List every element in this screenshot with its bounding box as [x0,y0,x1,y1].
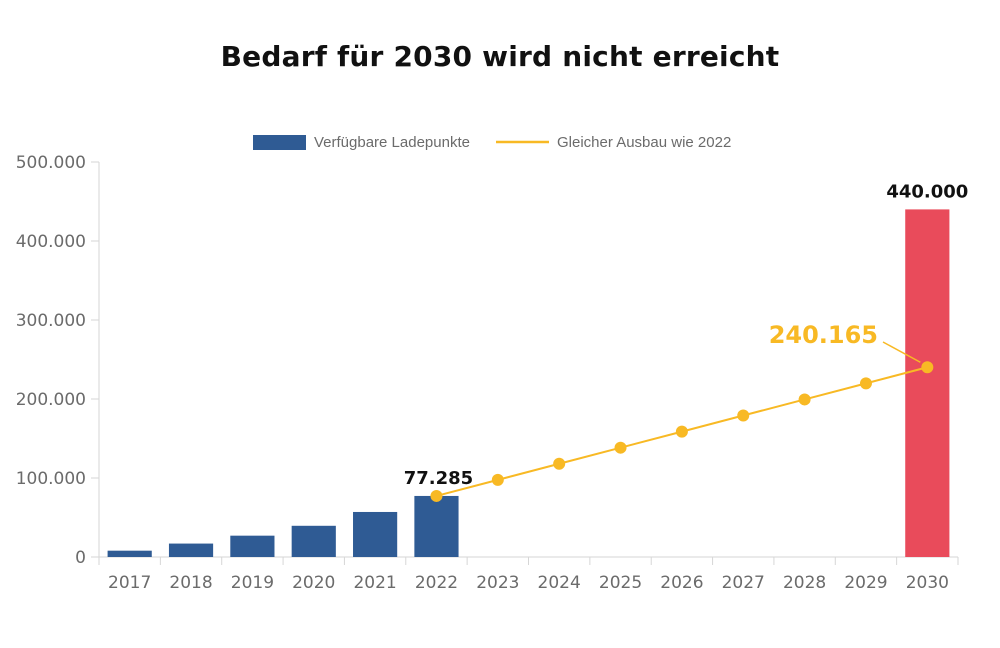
line-point [491,473,504,486]
x-tick-label: 2022 [415,573,458,593]
bar [168,543,214,557]
y-tick-label: 200.000 [16,390,86,410]
chart-title: Bedarf für 2030 wird nicht erreicht [220,40,780,73]
bar [291,525,336,557]
legend-swatch-bar [253,135,306,150]
line-point [675,425,688,438]
y-tick-label: 100.000 [16,469,86,489]
x-tick-label: 2030 [906,573,949,593]
x-tick-label: 2023 [476,573,519,593]
line-point [614,441,627,454]
x-tick-label: 2021 [353,573,396,593]
y-tick-label: 0 [75,548,86,568]
x-tick-label: 2026 [660,573,703,593]
data-label-2030-target: 440.000 [886,181,968,202]
legend: Verfügbare Ladepunkte Gleicher Ausbau wie… [253,134,731,151]
y-tick-label: 300.000 [16,311,86,331]
data-labels: 77.285 240.165 440.000 [404,181,969,489]
x-tick-label: 2017 [108,573,151,593]
x-tick-label: 2018 [169,573,212,593]
projection-2030-label: 240.165 [769,321,878,349]
line-point [737,409,750,422]
bar [414,495,459,557]
bar [905,209,950,557]
projection-leader-line [882,341,921,363]
legend-label-line: Gleicher Ausbau wie 2022 [557,134,731,151]
legend-label-bar: Verfügbare Ladepunkte [314,134,470,151]
x-tick-label: 2024 [538,573,581,593]
y-tick-label: 500.000 [16,153,86,173]
line-point [430,489,443,502]
x-tick-label: 2025 [599,573,642,593]
bar [107,550,152,557]
line-point [859,377,872,390]
line-series [430,361,934,502]
bar [230,535,275,557]
x-tick-label: 2029 [844,573,887,593]
data-label-2022: 77.285 [404,468,473,489]
x-tick-label: 2019 [231,573,274,593]
bar-series [107,209,950,557]
x-tick-label: 2028 [783,573,826,593]
bar [353,511,398,557]
line-point [798,393,811,406]
line-point [921,361,934,374]
y-tick-label: 400.000 [16,232,86,252]
line-point [553,457,566,470]
axes: 0 100.000 200.000 300.000 400.000 500.000 2017… [16,153,959,593]
x-tick-label: 2027 [722,573,765,593]
x-tick-label: 2020 [292,573,335,593]
